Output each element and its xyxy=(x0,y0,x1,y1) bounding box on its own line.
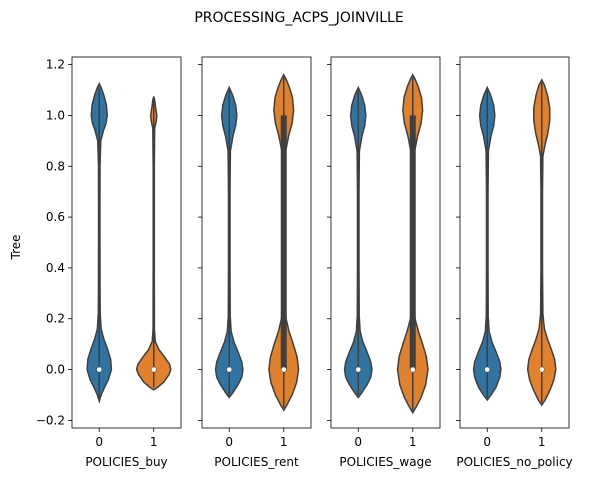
axes-frame xyxy=(330,56,441,429)
panel-3: 0 1 POLICIES_no_policy xyxy=(456,56,573,469)
y-tick-label: 1.0 xyxy=(46,108,65,122)
x-axis-label: POLICIES_no_policy xyxy=(456,455,572,469)
axes-frame xyxy=(71,56,182,429)
x-axis-label: POLICIES_buy xyxy=(85,455,167,469)
y-tick-label: 0.2 xyxy=(46,312,65,326)
chart-title: PROCESSING_ACPS_JOINVILLE xyxy=(194,10,403,26)
x-tick-label: 0 xyxy=(483,435,491,449)
y-tick-label: −0.2 xyxy=(36,413,65,427)
x-tick-label: 1 xyxy=(280,435,288,449)
y-tick-label: 1.2 xyxy=(46,58,65,72)
median-marker xyxy=(409,366,416,373)
x-axis-label: POLICIES_wage xyxy=(339,455,431,469)
median-marker xyxy=(226,366,233,373)
iqr-box xyxy=(280,115,287,370)
iqr-box xyxy=(409,115,416,370)
axes-frame xyxy=(201,56,312,429)
x-tick-label: 1 xyxy=(150,435,158,449)
panel-2: 0 1 POLICIES_wage xyxy=(327,56,441,469)
median-marker xyxy=(484,366,491,373)
y-tick-label: 0.6 xyxy=(46,210,65,224)
y-tick-label: 0.4 xyxy=(46,261,65,275)
y-tick-label: 0.8 xyxy=(46,159,65,173)
median-marker xyxy=(150,366,157,373)
x-axis-label: POLICIES_rent xyxy=(214,455,299,469)
panel-1: 0 1 POLICIES_rent xyxy=(198,56,312,469)
x-tick-label: 0 xyxy=(354,435,362,449)
median-marker xyxy=(538,366,545,373)
axes-frame xyxy=(459,56,570,429)
panels: 0 1−0.20.00.20.40.60.81.01.2POLICIES_buy0… xyxy=(36,56,573,469)
median-marker xyxy=(280,366,287,373)
y-axis-label: Tree xyxy=(9,234,23,260)
median-marker xyxy=(96,366,103,373)
x-tick-label: 0 xyxy=(225,435,233,449)
x-tick-label: 0 xyxy=(95,435,103,449)
median-marker xyxy=(355,366,362,373)
x-tick-label: 1 xyxy=(409,435,417,449)
panel-0: 0 1 −0.2 0.0 0.2 0.4 0.6 0.8 1.0 1.2 POLICIES_buy xyxy=(36,56,182,469)
x-tick-label: 1 xyxy=(538,435,546,449)
y-tick-label: 0.0 xyxy=(46,363,65,377)
